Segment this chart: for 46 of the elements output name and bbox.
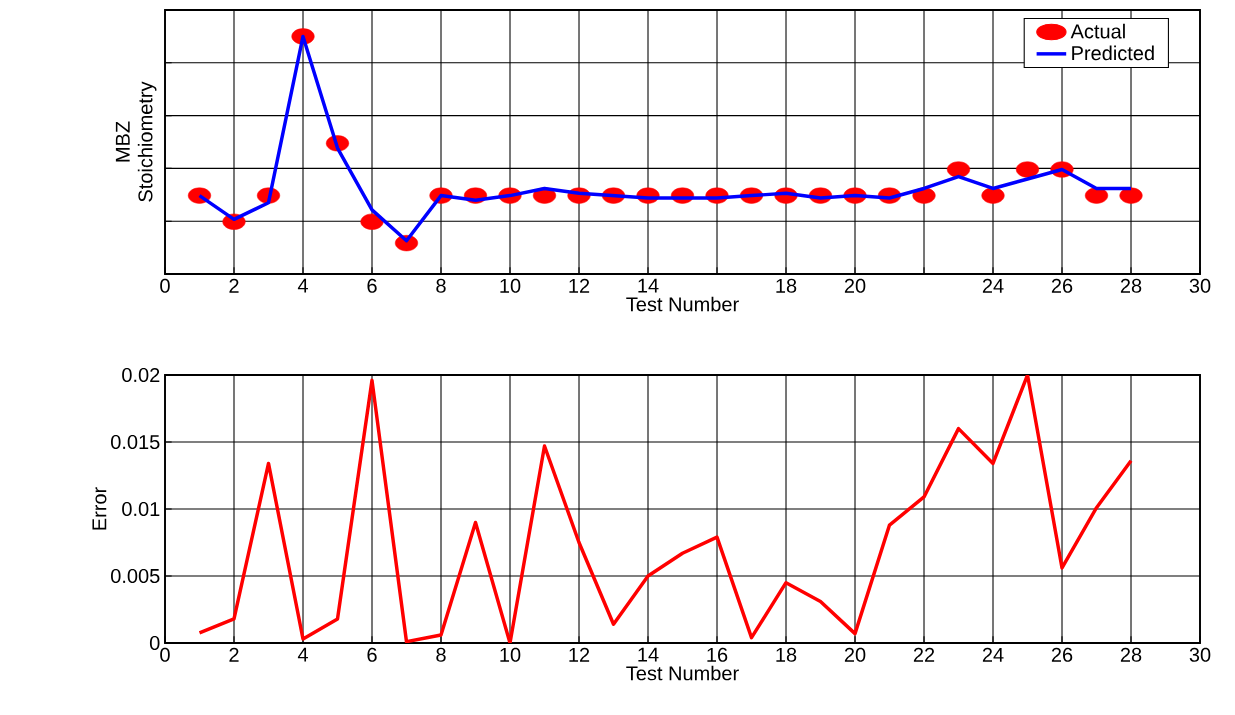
x-tick-label: 30	[1189, 647, 1211, 662]
x-tick-label: 24	[982, 647, 1004, 662]
y-tick-label: 0.005	[111, 568, 160, 584]
x-tick-label: 0	[160, 647, 170, 662]
x-tick-label: 28	[1120, 278, 1142, 293]
x-axis-title: Test Number	[626, 296, 739, 312]
line-series	[197, 375, 1133, 643]
x-tick-label: 16	[707, 647, 728, 662]
x-tick-label: 14	[638, 647, 659, 662]
y-tick-label: 0.01	[122, 501, 160, 517]
x-tick-label: 4	[297, 278, 308, 293]
point	[912, 187, 936, 204]
x-axis-title: Test Number	[626, 665, 739, 681]
x-tick-label: 26	[1051, 278, 1073, 293]
x-tick-label: 28	[1120, 647, 1142, 662]
y-axis-title: Error	[92, 487, 107, 530]
x-tick-label: 12	[569, 278, 590, 293]
x-tick-label: 6	[367, 647, 377, 662]
x-tick-label: 22	[913, 647, 935, 662]
x-tick-label: 30	[1189, 278, 1211, 293]
x-tick-label: 18	[776, 278, 797, 293]
x-tick-label: 2	[229, 278, 239, 293]
y-tick-label: 0	[149, 635, 160, 651]
x-tick-label: 2	[229, 647, 239, 662]
y-tick-label: 0.015	[111, 434, 160, 450]
x-tick-label: 20	[844, 647, 866, 662]
x-tick-label: 8	[436, 278, 446, 293]
x-tick-label: 14	[638, 278, 659, 293]
legend-label: Actual	[1070, 23, 1125, 39]
y-axis-title: MBZ Stoichiometry	[115, 81, 157, 202]
point	[360, 213, 384, 230]
x-tick-label: 0	[160, 278, 170, 293]
x-tick-label: 10	[500, 278, 521, 293]
x-tick-label: 8	[436, 647, 446, 662]
x-tick-label: 6	[367, 278, 377, 293]
legend-label: Predicted	[1072, 45, 1154, 61]
point	[1119, 187, 1143, 204]
x-tick-label: 26	[1051, 647, 1073, 662]
x-tick-label: 20	[844, 278, 866, 293]
point	[981, 187, 1005, 204]
x-tick-label: 12	[569, 647, 590, 662]
x-tick-label: 4	[297, 647, 308, 662]
x-tick-label: 24	[982, 278, 1004, 293]
x-tick-label: 18	[776, 647, 797, 662]
x-tick-label: 10	[500, 647, 521, 662]
y-tick-label: 0.02	[122, 367, 160, 383]
